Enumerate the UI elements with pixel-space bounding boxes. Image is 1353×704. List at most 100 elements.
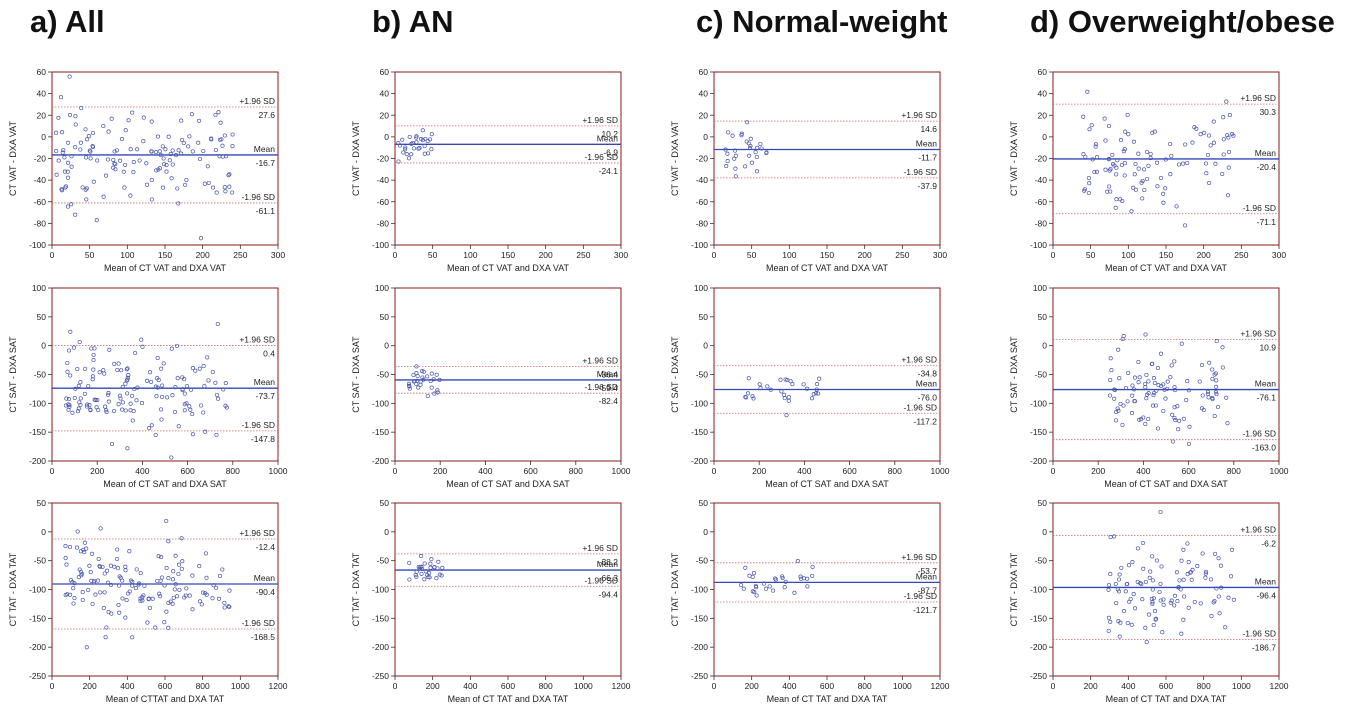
data-point [134, 398, 139, 403]
data-point [755, 145, 760, 150]
data-point [119, 137, 125, 142]
data-point [106, 392, 111, 397]
data-point [206, 180, 211, 185]
data-point [1204, 569, 1209, 574]
data-point [1213, 384, 1219, 389]
data-point [141, 593, 146, 598]
line-value: -37.9 [918, 181, 938, 191]
data-point [153, 625, 158, 630]
data-point [1155, 184, 1160, 189]
data-point [77, 400, 82, 405]
data-point [1174, 204, 1179, 209]
data-point [67, 544, 73, 550]
data-point [169, 346, 174, 351]
y-tick-label: -200 [1030, 456, 1047, 466]
data-point [1179, 631, 1184, 636]
data-point [1155, 426, 1160, 431]
data-point [406, 381, 412, 386]
data-point [1207, 180, 1212, 186]
data-point [88, 156, 93, 161]
data-point [782, 396, 787, 401]
data-point [1214, 339, 1219, 344]
data-point [1110, 152, 1115, 157]
data-point [1144, 396, 1149, 401]
data-point [1106, 628, 1111, 633]
data-point [1132, 606, 1138, 611]
data-point [761, 581, 767, 586]
line-label: Mean [916, 139, 938, 149]
line-label: -1.96 SD [584, 382, 618, 392]
data-point [180, 137, 185, 143]
data-point [425, 572, 430, 578]
data-point [1106, 123, 1112, 129]
data-point [780, 574, 785, 579]
y-tick-label: -80 [34, 218, 47, 228]
y-axis-label: CT VAT - DXA VAT [670, 120, 680, 196]
line-value: 30.3 [1259, 107, 1276, 117]
data-point [1131, 592, 1136, 597]
data-point [725, 159, 730, 164]
data-point [157, 166, 163, 171]
data-point [764, 586, 769, 591]
data-point [190, 366, 195, 371]
y-tick-label: -150 [372, 427, 389, 437]
data-point [80, 597, 85, 603]
data-point [1185, 541, 1190, 546]
y-tick-label: 0 [703, 132, 708, 142]
y-tick-label: -150 [372, 613, 389, 623]
data-point [230, 132, 235, 137]
y-tick-label: -50 [1035, 370, 1048, 380]
data-point [116, 361, 121, 366]
data-point [1103, 167, 1108, 172]
data-point [1172, 385, 1177, 390]
x-tick-label: 0 [712, 466, 717, 476]
x-tick-label: 800 [539, 681, 553, 691]
data-point [1155, 160, 1160, 165]
data-point [1108, 189, 1113, 194]
data-point [127, 589, 132, 594]
data-point [67, 402, 72, 408]
data-point [1186, 441, 1192, 446]
y-tick-label: -60 [1035, 197, 1048, 207]
line-label: -1.96 SD [1242, 628, 1276, 638]
data-point [76, 383, 81, 388]
x-tick-label: 800 [226, 466, 240, 476]
data-point [814, 387, 819, 392]
data-point [413, 573, 418, 578]
data-point [64, 562, 69, 567]
data-point [1083, 154, 1088, 159]
data-point [105, 580, 111, 585]
data-point [130, 635, 135, 640]
data-point [1207, 360, 1212, 365]
data-point [1116, 619, 1121, 624]
x-tick-label: 200 [752, 466, 766, 476]
line-label: +1.96 SD [901, 355, 937, 365]
data-point [223, 403, 228, 408]
data-point [746, 376, 751, 381]
line-value: -36.4 [599, 370, 619, 380]
data-point [147, 370, 153, 375]
data-point [1087, 127, 1092, 132]
y-tick-label: -200 [29, 642, 46, 652]
data-point [176, 148, 181, 153]
data-point [179, 566, 184, 571]
x-tick-label: 200 [1084, 681, 1098, 691]
data-point [1143, 381, 1148, 386]
data-point [135, 385, 140, 390]
y-tick-label: -40 [696, 175, 709, 185]
data-point [123, 615, 128, 620]
data-point [77, 339, 82, 345]
data-point [1117, 634, 1122, 639]
data-point [66, 407, 71, 412]
line-value: -147.8 [251, 434, 275, 444]
x-axis-label: Mean of CTTAT and DXA TAT [106, 694, 225, 704]
y-tick-label: 60 [380, 67, 390, 77]
data-point [119, 368, 124, 373]
data-point [723, 147, 728, 152]
data-point [166, 576, 171, 581]
data-point [103, 408, 109, 413]
data-point [186, 144, 191, 149]
x-tick-label: 400 [1136, 466, 1150, 476]
